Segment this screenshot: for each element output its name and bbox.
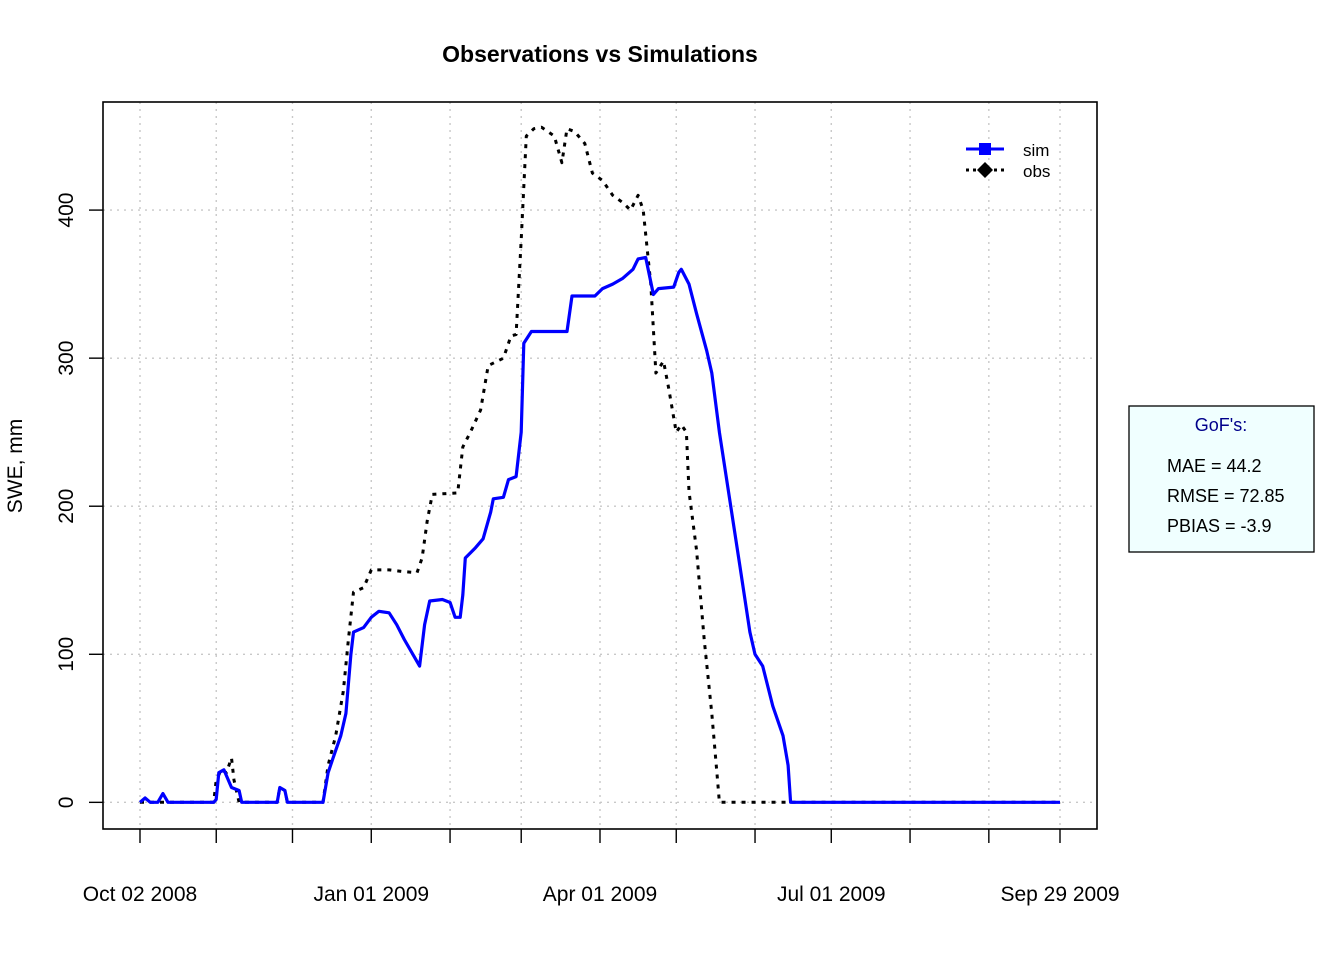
y-tick-label: 0 (55, 797, 78, 809)
y-tick-label: 300 (55, 341, 78, 376)
y-tick-label: 400 (55, 193, 78, 228)
legend-sim-label: sim (1023, 141, 1049, 160)
grid-lines (103, 102, 1097, 829)
gof-mae: MAE = 44.2 (1167, 456, 1262, 476)
legend-obs-marker (977, 162, 993, 178)
x-tick-label: Oct 02 2008 (83, 883, 197, 906)
y-axis-label: SWE, mm (4, 419, 27, 514)
series-line-sim (138, 255, 1060, 804)
chart-title: Observations vs Simulations (442, 41, 758, 67)
x-tick-label: Apr 01 2009 (543, 883, 657, 906)
gof-box-frame (1128, 405, 1315, 553)
x-tick-label: Jan 01 2009 (313, 883, 429, 906)
gof-title: GoF's: (1195, 415, 1247, 435)
y-tick-label: 100 (55, 637, 78, 672)
gof-box: GoF's: MAE = 44.2 RMSE = 72.85 PBIAS = -… (1128, 405, 1315, 553)
gof-pbias: PBIAS = -3.9 (1167, 516, 1272, 536)
x-tick-label: Sep 29 2009 (1000, 883, 1119, 906)
x-axis: Oct 02 2008 Jan 01 2009 Apr 01 2009 Jul 01 … (83, 829, 1120, 906)
y-tick-label: 200 (55, 489, 78, 524)
y-axis: SWE, mm 0 100 200 300 400 (4, 193, 103, 809)
legend-sim-marker (979, 143, 991, 155)
series-lines (138, 125, 1060, 804)
gof-rmse: RMSE = 72.85 (1167, 486, 1285, 506)
legend: sim obs (966, 141, 1050, 181)
legend-obs-label: obs (1023, 162, 1050, 181)
x-tick-label: Jul 01 2009 (777, 883, 886, 906)
